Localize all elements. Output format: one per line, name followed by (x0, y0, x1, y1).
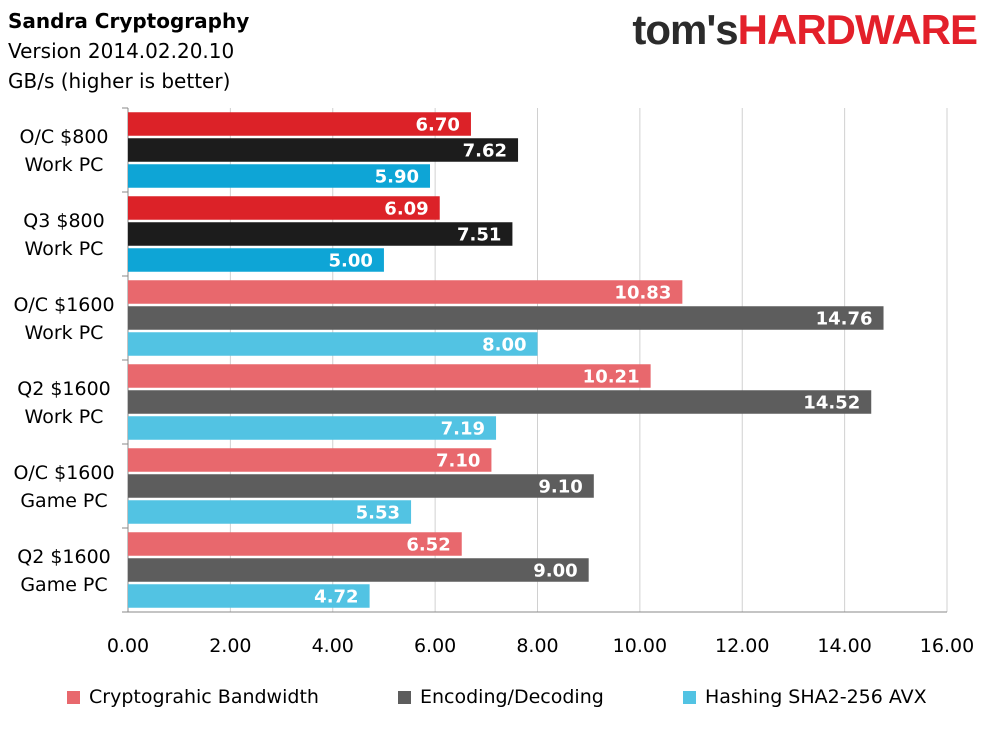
bar (128, 196, 440, 220)
data-label: 5.00 (329, 251, 373, 272)
category-label: Q2 $1600 (17, 378, 111, 400)
category-label: Work PC (25, 406, 104, 428)
data-label: 7.19 (441, 419, 485, 440)
data-label: 7.51 (457, 225, 501, 246)
x-tick-label: 12.00 (715, 635, 769, 657)
bar (128, 558, 589, 582)
x-tick-label: 2.00 (209, 635, 251, 657)
data-label: 7.62 (463, 141, 507, 162)
logo-toms: tom's (632, 6, 738, 53)
data-label: 14.52 (803, 393, 860, 414)
chart-title: Sandra Cryptography (8, 9, 250, 33)
category-label: Q3 $800 (23, 210, 104, 232)
legend-item-cryptographic-bandwidth: Cryptograhic Bandwidth (67, 686, 319, 708)
legend-swatch (67, 690, 80, 704)
category-label: Game PC (20, 490, 107, 512)
data-label: 4.72 (314, 587, 358, 608)
category-label: Work PC (25, 322, 104, 344)
data-label: 10.83 (614, 283, 671, 304)
bar (128, 584, 370, 608)
x-tick-label: 10.00 (613, 635, 667, 657)
data-label: 6.70 (416, 115, 460, 136)
x-tick-label: 4.00 (312, 635, 354, 657)
category-label: O/C $800 (19, 126, 108, 148)
toms-hardware-logo: tom'sHARDWARE (632, 6, 978, 54)
category-label: O/C $1600 (13, 294, 114, 316)
data-label: 9.00 (533, 561, 577, 582)
legend-swatch (683, 690, 696, 704)
data-label: 7.10 (436, 451, 480, 472)
bar (128, 280, 683, 304)
data-label: 5.53 (356, 503, 400, 524)
bar (128, 364, 651, 388)
bar (128, 474, 594, 498)
chart-unit: GB/s (higher is better) (8, 69, 231, 93)
data-label: 8.00 (482, 335, 526, 356)
category-label: O/C $1600 (13, 462, 114, 484)
category-label: Work PC (25, 238, 104, 260)
bar-chart: 6.707.62 5.90 O/C $800 Work PC 6.09 7.51 5.00 Q… (13, 107, 974, 657)
legend-item-encoding-decoding: Encoding/Decoding (398, 686, 604, 708)
category-label: Game PC (20, 574, 107, 596)
x-tick-label: 6.00 (414, 635, 456, 657)
data-label: 6.09 (384, 199, 428, 220)
x-tick-label: 14.00 (817, 635, 871, 657)
bar (128, 532, 462, 556)
bar (128, 448, 492, 472)
legend-label: Hashing SHA2-256 AVX (705, 686, 927, 708)
bar (128, 416, 497, 440)
chart-title-block: Sandra Cryptography Version 2014.02.20.1… (8, 6, 249, 96)
bar (128, 306, 884, 330)
data-label: 10.21 (583, 367, 640, 388)
legend-item-hashing-sha2: Hashing SHA2-256 AVX (683, 686, 927, 708)
chart-version: Version 2014.02.20.10 (8, 39, 235, 63)
bar (128, 164, 431, 188)
bar (128, 248, 384, 272)
bar (128, 112, 471, 136)
legend-label: Encoding/Decoding (420, 686, 604, 708)
x-tick-label: 0.00 (107, 635, 149, 657)
data-label: 5.90 (375, 167, 419, 188)
data-label: 9.10 (538, 477, 582, 498)
bar (128, 390, 872, 414)
category-label: Q2 $1600 (17, 546, 111, 568)
x-tick-label: 8.00 (516, 635, 558, 657)
chart-legend: Cryptograhic Bandwidth Encoding/Decoding… (0, 686, 989, 716)
bar (128, 500, 412, 524)
category-label: Work PC (25, 154, 104, 176)
bar (128, 332, 538, 356)
legend-swatch (398, 690, 411, 704)
logo-hardware: HARDWARE (737, 6, 978, 53)
bar (128, 222, 513, 246)
data-label: 6.52 (406, 535, 450, 556)
data-label: 14.76 (816, 309, 873, 330)
legend-label: Cryptograhic Bandwidth (89, 686, 319, 708)
x-tick-label: 16.00 (920, 635, 974, 657)
bar (128, 138, 519, 162)
